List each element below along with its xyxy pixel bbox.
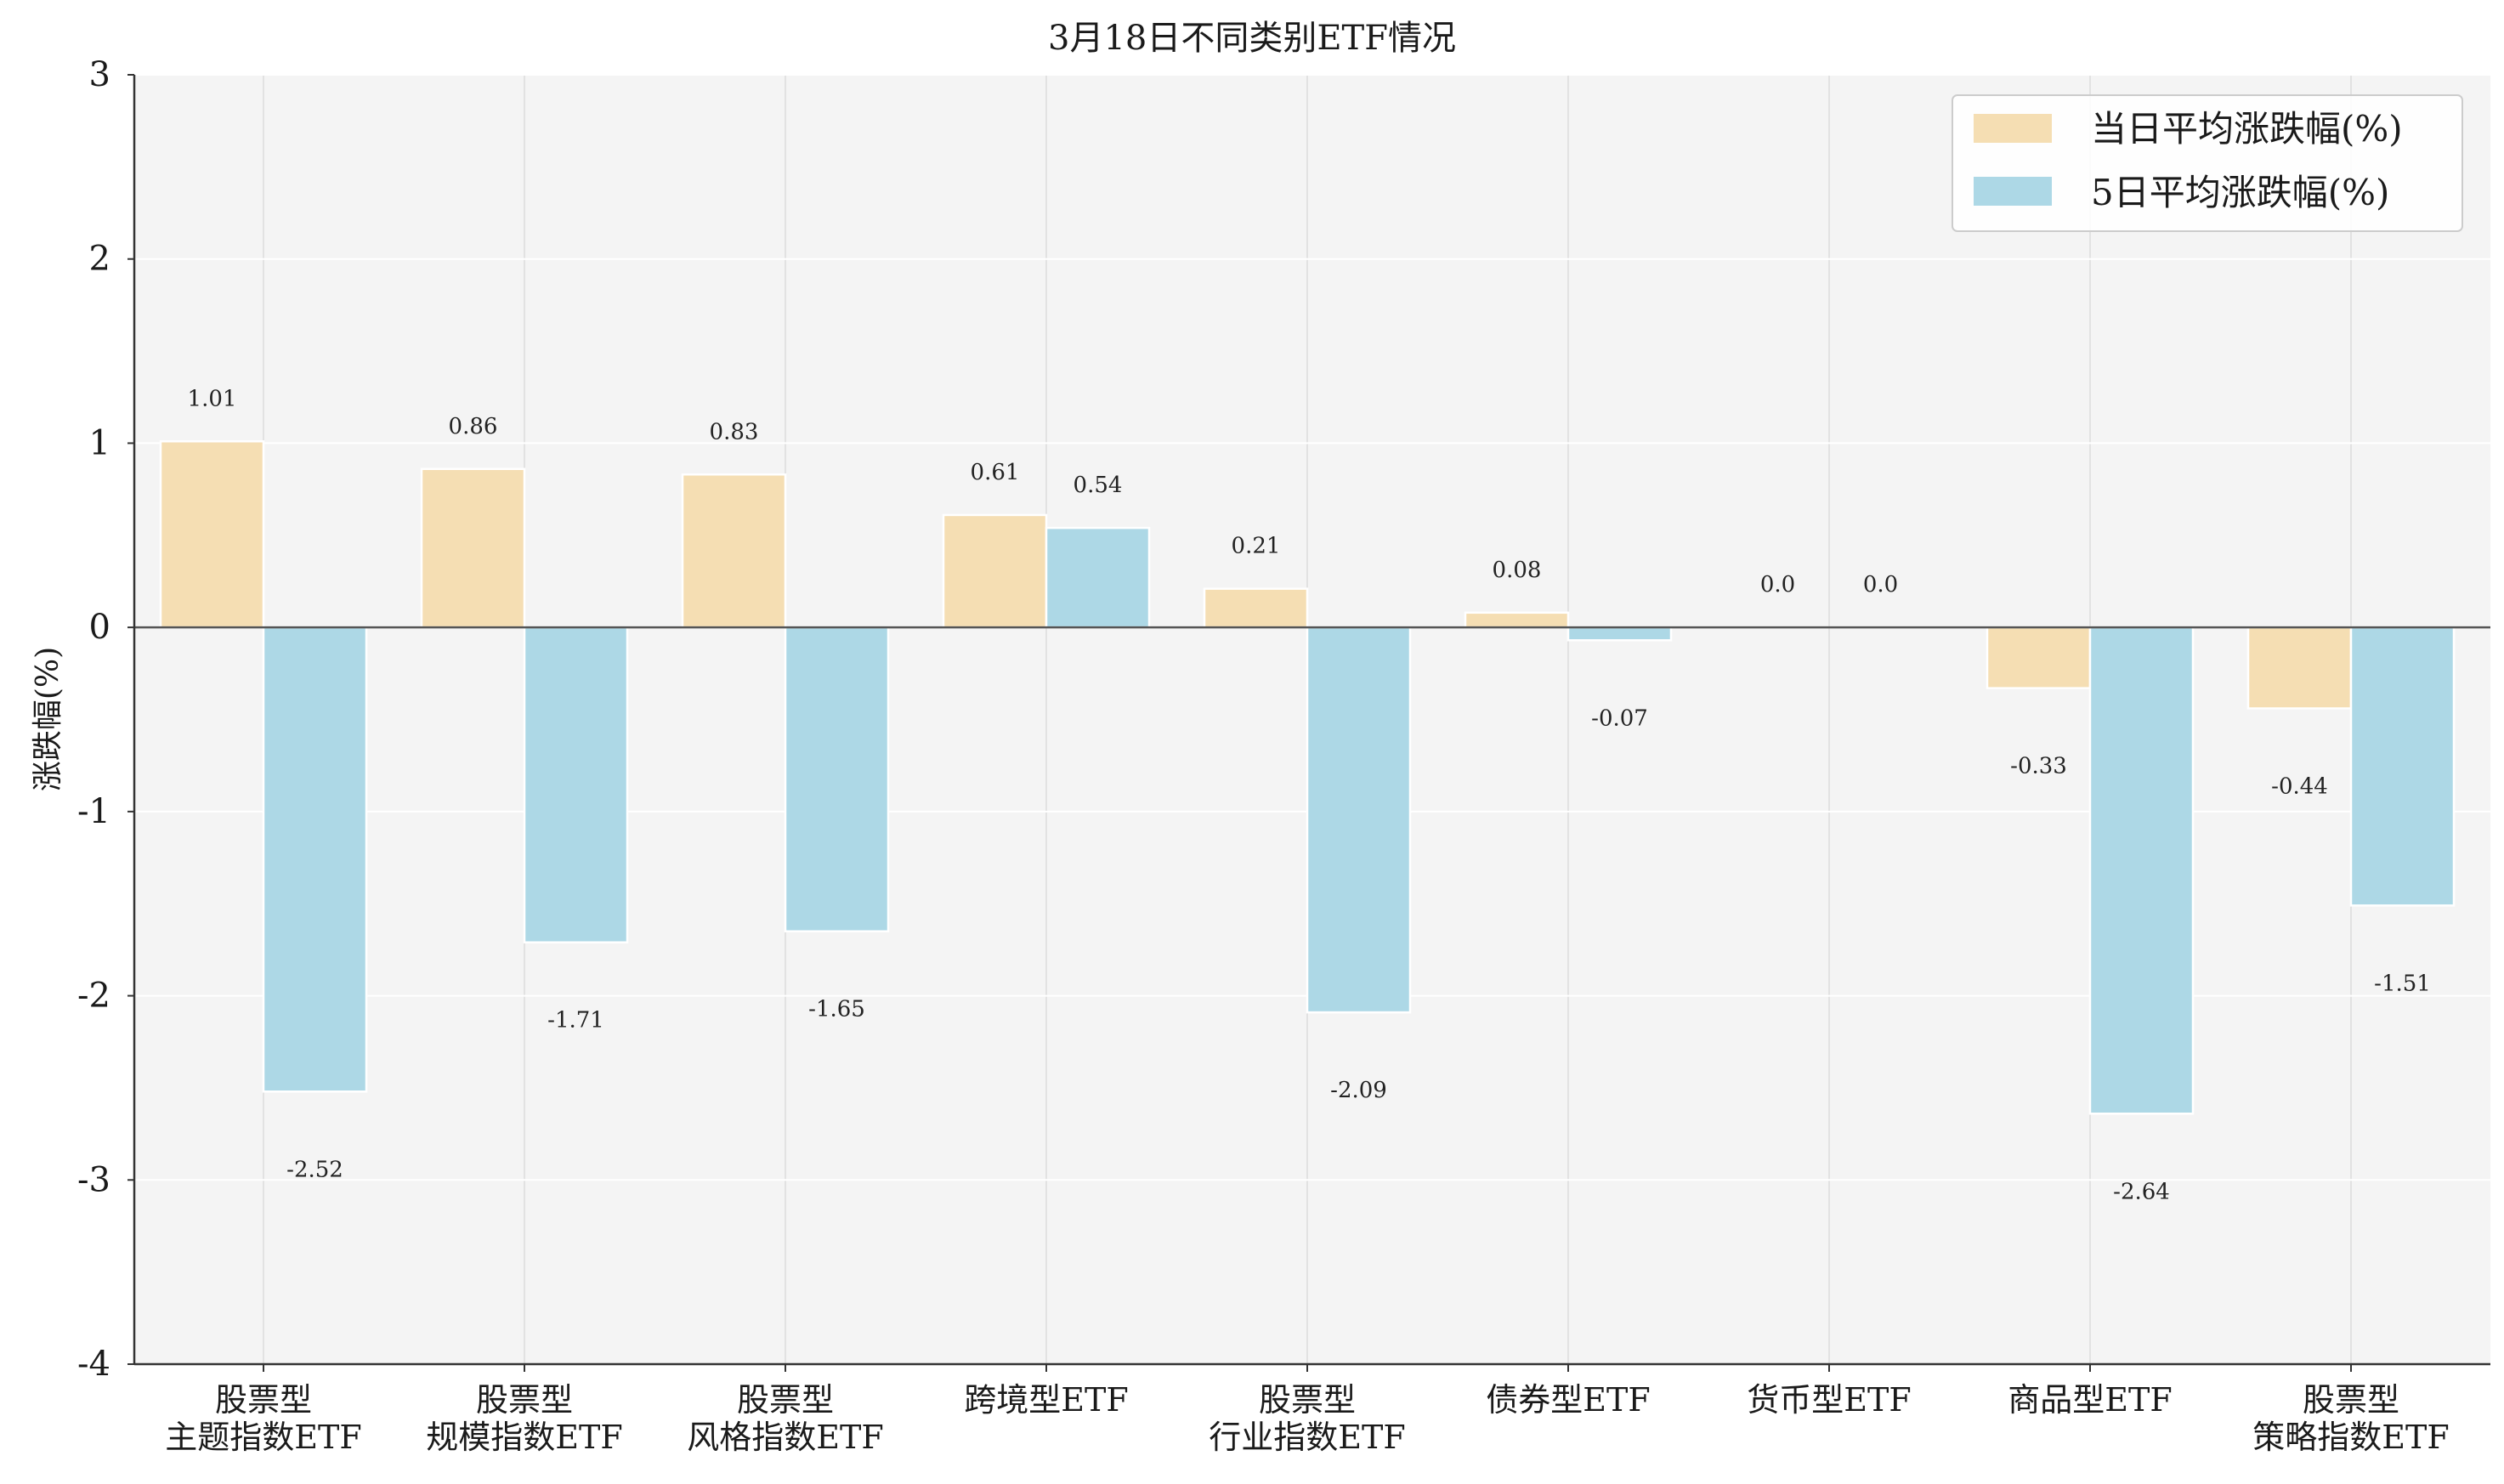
- legend: 当日平均涨跌幅(%) 5日平均涨跌幅(%): [1952, 94, 2463, 232]
- y-tick-label: -2: [77, 977, 110, 1016]
- x-tick-label: 行业指数ETF: [1209, 1419, 1405, 1456]
- y-tick-label: 2: [89, 240, 110, 279]
- data-label-daily: 0.08: [1493, 558, 1542, 583]
- bar-5day: [1045, 526, 1151, 629]
- data-label-5day: -2.09: [1330, 1078, 1387, 1103]
- legend-label-daily: 当日平均涨跌幅(%): [2091, 108, 2403, 150]
- bar-5day: [262, 626, 368, 1093]
- bar-daily: [1464, 611, 1570, 629]
- data-label-5day: -1.65: [808, 997, 865, 1022]
- bar-daily: [159, 440, 265, 629]
- x-tick-label: 债券型ETF: [1486, 1381, 1650, 1419]
- x-tick-label: 主题指数ETF: [165, 1419, 361, 1456]
- data-label-daily: -0.44: [2271, 773, 2328, 799]
- x-tick-label: 股票型: [476, 1381, 573, 1419]
- bar-5day: [1566, 626, 1673, 642]
- x-tick-label: 股票型: [215, 1381, 312, 1419]
- bar-daily: [2246, 626, 2353, 710]
- y-tick-label: -3: [77, 1160, 110, 1199]
- x-tick-label: 跨境型ETF: [964, 1381, 1128, 1419]
- bar-daily: [420, 467, 526, 629]
- legend-swatch-daily: [1974, 114, 2052, 143]
- x-tick-label: 商品型ETF: [2008, 1381, 2172, 1419]
- legend-box: [1952, 94, 2463, 232]
- data-labels: 1.01 -2.52 0.86 -1.71 0.83 -1.65 0.61 0.54 0.21 -…: [188, 386, 2431, 1204]
- x-tick-label: 股票型: [1259, 1381, 1356, 1419]
- y-tick-label: 1: [89, 423, 110, 462]
- x-tick-label: 股票型: [2303, 1381, 2399, 1419]
- x-tick-label: 股票型: [737, 1381, 834, 1419]
- bar-5day: [2088, 626, 2195, 1115]
- y-tick-label: 0: [89, 608, 110, 647]
- bars: [159, 440, 2456, 1115]
- data-label-daily: 0.61: [971, 460, 1020, 485]
- data-label-5day: 0.54: [1074, 473, 1123, 498]
- chart-title: 3月18日不同类别ETF情况: [1048, 19, 1456, 58]
- bar-daily: [681, 473, 787, 629]
- y-tick-label: 3: [89, 55, 110, 94]
- data-label-5day: 0.0: [1863, 572, 1898, 598]
- data-label-daily: 0.83: [710, 419, 759, 445]
- bar-5day: [784, 626, 890, 932]
- data-label-5day: -0.07: [1591, 705, 1648, 731]
- bar-5day: [2349, 626, 2456, 907]
- x-tick-label: 货币型ETF: [1747, 1381, 1911, 1419]
- bar-5day: [523, 626, 629, 943]
- data-label-daily: 0.0: [1760, 572, 1795, 598]
- data-label-5day: -1.51: [2374, 971, 2431, 996]
- data-label-daily: 1.01: [188, 386, 237, 411]
- x-tick-label: 规模指数ETF: [426, 1419, 622, 1456]
- bar-daily: [942, 513, 1048, 629]
- data-label-5day: -1.71: [547, 1008, 604, 1034]
- y-tick-label: -1: [77, 792, 110, 831]
- data-label-5day: -2.64: [2113, 1179, 2170, 1204]
- data-label-daily: 0.86: [449, 414, 498, 439]
- bar-5day: [1306, 626, 1412, 1014]
- data-label-daily: -0.33: [2010, 754, 2067, 779]
- legend-swatch-5day: [1974, 177, 2052, 206]
- x-tick-label: 策略指数ETF: [2252, 1419, 2449, 1456]
- bar-daily: [1203, 587, 1309, 629]
- bar-daily: [1986, 626, 2092, 689]
- y-axis-label: 涨跌幅(%): [31, 647, 65, 791]
- data-label-5day: -2.52: [286, 1157, 343, 1182]
- x-tick-label: 风格指数ETF: [687, 1419, 883, 1456]
- y-tick-label: -4: [77, 1345, 110, 1384]
- legend-label-5day: 5日平均涨跌幅(%): [2091, 172, 2389, 213]
- data-label-daily: 0.21: [1232, 534, 1281, 559]
- y-axis-ticks: 3 2 1 0 -1 -2 -3 -4: [77, 55, 134, 1384]
